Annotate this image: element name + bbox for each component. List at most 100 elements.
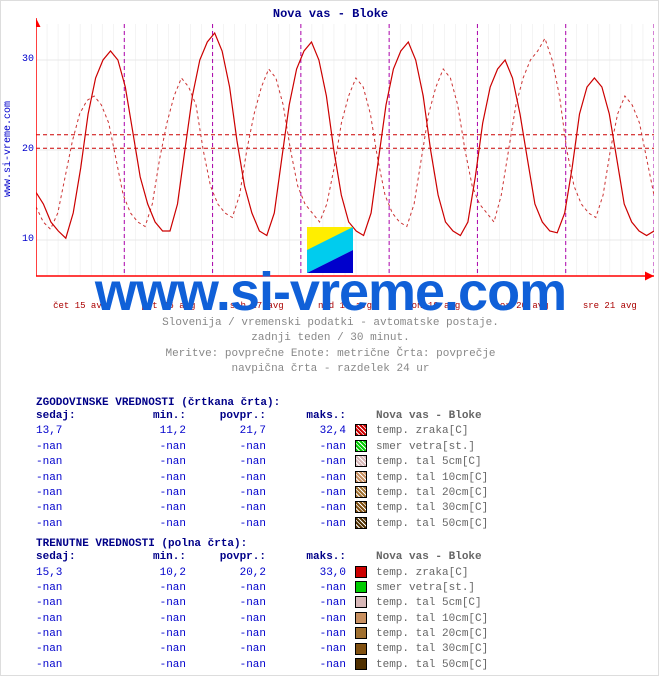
cell-value: -nan (36, 642, 116, 657)
table-row: 15,310,220,233,0temp. zraka[C] (36, 566, 636, 581)
cell-value: -nan (116, 581, 186, 596)
series-label: temp. tal 30cm[C] (376, 501, 576, 516)
x-tick-label: čet 15 avg (53, 301, 107, 311)
cell-value: 20,2 (186, 566, 266, 581)
cell-value: -nan (186, 596, 266, 611)
x-tick-label: ned 18 avg (318, 301, 372, 311)
series-label: temp. tal 5cm[C] (376, 596, 576, 611)
caption-line: Meritve: povprečne Enote: metrične Črta:… (1, 347, 659, 362)
cell-value: -nan (186, 440, 266, 455)
cell-value: -nan (36, 455, 116, 470)
col-header: maks.: (266, 550, 346, 565)
table-row: -nan-nan-nan-nantemp. tal 30cm[C] (36, 501, 636, 516)
col-header: povpr.: (186, 550, 266, 565)
cell-value: -nan (36, 596, 116, 611)
color-swatch (355, 424, 367, 436)
cell-value: -nan (266, 596, 346, 611)
cell-value: -nan (36, 581, 116, 596)
color-swatch (355, 471, 367, 483)
table-row: -nan-nan-nan-nantemp. tal 10cm[C] (36, 612, 636, 627)
cell-value: -nan (266, 517, 346, 532)
table-row: -nan-nan-nan-nantemp. tal 30cm[C] (36, 642, 636, 657)
color-swatch (355, 658, 367, 670)
chart-container: Nova vas - Bloke www.si-vreme.com 102030… (0, 0, 659, 676)
cell-value: -nan (116, 440, 186, 455)
series-label: temp. tal 50cm[C] (376, 658, 576, 673)
cell-value: -nan (186, 612, 266, 627)
color-swatch (355, 486, 367, 498)
table-row: -nan-nan-nan-nantemp. tal 20cm[C] (36, 627, 636, 642)
cell-value: -nan (186, 658, 266, 673)
cell-value: -nan (36, 658, 116, 673)
x-axis-labels: čet 15 avgpet 16 avgsob 17 avgned 18 avg… (36, 301, 654, 311)
cell-value: -nan (36, 612, 116, 627)
series-label: temp. tal 30cm[C] (376, 642, 576, 657)
cell-value: -nan (186, 471, 266, 486)
table-title: ZGODOVINSKE VREDNOSTI (črtkana črta): (36, 397, 636, 409)
station-name: Nova vas - Bloke (376, 409, 576, 424)
col-header: povpr.: (186, 409, 266, 424)
caption-line: Slovenija / vremenski podatki - avtomats… (1, 316, 659, 331)
caption-line: zadnji teden / 30 minut. (1, 331, 659, 346)
chart-caption: Slovenija / vremenski podatki - avtomats… (1, 316, 659, 378)
series-label: temp. tal 10cm[C] (376, 471, 576, 486)
table-row: -nan-nan-nan-nantemp. tal 50cm[C] (36, 658, 636, 673)
y-tick-label: 10 (14, 234, 34, 245)
cell-value: -nan (36, 517, 116, 532)
station-name: Nova vas - Bloke (376, 550, 576, 565)
cell-value: -nan (116, 627, 186, 642)
cell-value: -nan (266, 658, 346, 673)
color-swatch (355, 566, 367, 578)
col-header: min.: (116, 550, 186, 565)
table-row: -nan-nan-nan-nantemp. tal 5cm[C] (36, 455, 636, 470)
col-header: maks.: (266, 409, 346, 424)
cell-value: 10,2 (116, 566, 186, 581)
cell-value: -nan (36, 501, 116, 516)
color-swatch (355, 643, 367, 655)
cell-value: -nan (266, 501, 346, 516)
color-swatch (355, 517, 367, 529)
cell-value: -nan (116, 471, 186, 486)
x-tick-label: tor 20 avg (495, 301, 549, 311)
cell-value: -nan (186, 501, 266, 516)
color-swatch (355, 455, 367, 467)
color-swatch (355, 501, 367, 513)
cell-value: -nan (36, 440, 116, 455)
cell-value: -nan (186, 455, 266, 470)
color-swatch (355, 627, 367, 639)
series-label: temp. zraka[C] (376, 424, 576, 439)
x-tick-label: pon 19 avg (406, 301, 460, 311)
table-row: -nan-nan-nan-nantemp. tal 50cm[C] (36, 517, 636, 532)
cell-value: -nan (266, 581, 346, 596)
site-logo (307, 227, 353, 273)
cell-value: -nan (116, 612, 186, 627)
series-label: temp. zraka[C] (376, 566, 576, 581)
col-header: min.: (116, 409, 186, 424)
cell-value: -nan (266, 627, 346, 642)
series-label: temp. tal 50cm[C] (376, 517, 576, 532)
cell-value: 11,2 (116, 424, 186, 439)
cell-value: -nan (266, 455, 346, 470)
cell-value: 13,7 (36, 424, 116, 439)
table-row: -nan-nan-nan-nansmer vetra[st.] (36, 440, 636, 455)
cell-value: -nan (186, 642, 266, 657)
cell-value: -nan (186, 581, 266, 596)
source-link[interactable]: www.si-vreme.com (3, 101, 14, 197)
col-header: sedaj: (36, 550, 116, 565)
caption-line: navpična črta - razdelek 24 ur (1, 362, 659, 377)
cell-value: -nan (266, 612, 346, 627)
table-row: -nan-nan-nan-nantemp. tal 20cm[C] (36, 486, 636, 501)
cell-value: -nan (266, 642, 346, 657)
color-swatch (355, 440, 367, 452)
series-label: temp. tal 5cm[C] (376, 455, 576, 470)
cell-value: -nan (36, 486, 116, 501)
series-label: temp. tal 10cm[C] (376, 612, 576, 627)
table-row: -nan-nan-nan-nantemp. tal 5cm[C] (36, 596, 636, 611)
col-header: sedaj: (36, 409, 116, 424)
series-label: smer vetra[st.] (376, 440, 576, 455)
cell-value: -nan (116, 642, 186, 657)
cell-value: -nan (186, 517, 266, 532)
x-tick-label: sre 21 avg (583, 301, 637, 311)
cell-value: 33,0 (266, 566, 346, 581)
cell-value: -nan (36, 471, 116, 486)
